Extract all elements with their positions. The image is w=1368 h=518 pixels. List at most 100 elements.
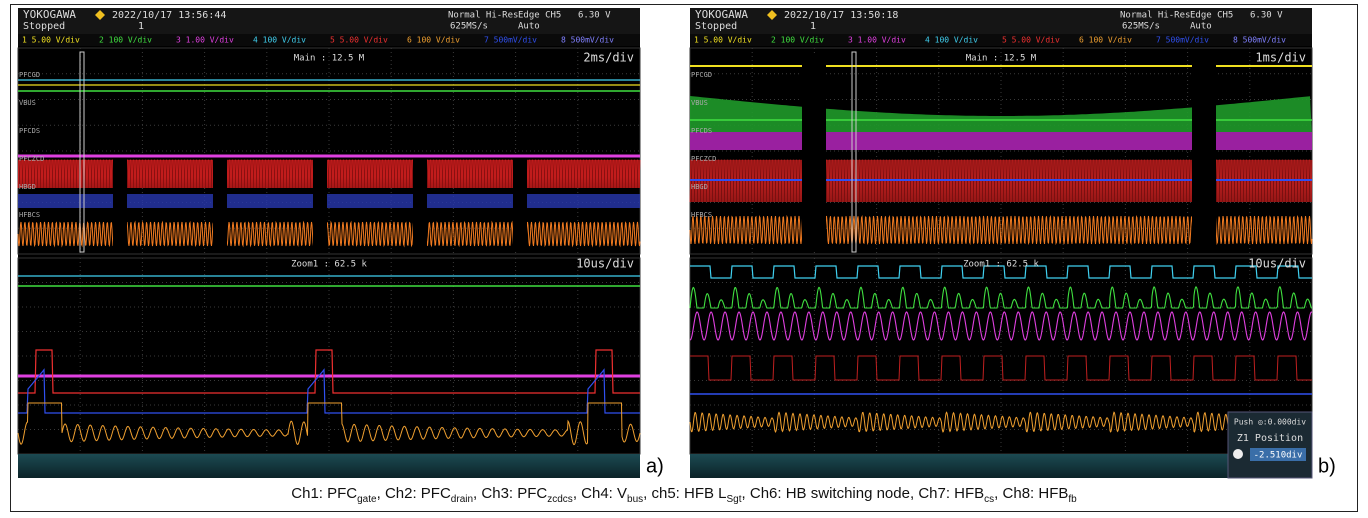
side-label: VBUS	[19, 99, 36, 107]
channel-scale: 1 5.00 V/div	[22, 36, 80, 45]
overlay-value: -2.510div	[1254, 451, 1303, 461]
caption-item: Ch8: HFB	[1002, 485, 1069, 502]
caption-subscript: zcdcs	[547, 494, 573, 505]
caption-separator: ,	[909, 485, 919, 502]
side-label: PFCZCD	[691, 155, 716, 163]
channel-scale: 2 100 V/div	[99, 36, 152, 45]
channel-scale: 8 500mV/div	[1233, 36, 1286, 45]
caption-item: Ch6: HB switching node	[749, 485, 910, 502]
side-label: PFCGD	[691, 71, 712, 79]
state: Stopped	[695, 21, 737, 32]
brand: YOKOGAWA	[695, 8, 748, 21]
header-bg	[18, 8, 640, 34]
waveform-band	[690, 96, 1312, 136]
trigger-level: 6.30 V	[1250, 11, 1283, 21]
overlay-box	[1227, 411, 1313, 479]
waveform-band	[690, 132, 1312, 150]
caption-subscript: drain	[450, 494, 474, 505]
zoom-timebase: 10us/div	[576, 257, 634, 271]
zoom-marker	[851, 51, 857, 253]
side-label: HFBCS	[691, 211, 712, 219]
acq-mode: Normal Hi-Res	[448, 11, 518, 21]
gap	[213, 158, 227, 252]
panel-label: a)	[646, 455, 664, 477]
caption-subscript: cs	[984, 494, 995, 505]
acq-mode: Normal Hi-Res	[1120, 11, 1190, 21]
waveform	[690, 265, 1312, 279]
main-info: Main : 12.5 M	[966, 54, 1037, 64]
overlay-value-bg	[1250, 448, 1306, 461]
caption-subscript: fb	[1068, 494, 1077, 505]
caption-subscript: gate	[357, 494, 377, 505]
caption-item: ch5: HFB L	[651, 485, 727, 502]
zoom-info: Zoom1 : 62.5 k	[291, 260, 367, 270]
datetime: 2022/10/17 13:56:44	[112, 10, 226, 21]
brand-diamond	[767, 10, 777, 20]
caption-item: Ch2: PFC	[384, 485, 451, 502]
channel-scale: 8 500mV/div	[561, 36, 614, 45]
figure-frame	[10, 4, 1358, 512]
main-timebase: 2ms/div	[583, 51, 634, 65]
channel-scale: 6 100 V/div	[1079, 36, 1132, 45]
caption-subscript: Sgt	[726, 494, 742, 505]
scope-screen: YOKOGAWA 2022/10/17 13:56:44 Stopped 1 Norma…	[17, 8, 641, 478]
channel-scale: 7 500mV/div	[1156, 36, 1209, 45]
channel-scale: 7 500mV/div	[484, 36, 537, 45]
overlay-title: Z1 Position	[1237, 433, 1303, 444]
caption-item: Ch4: V	[581, 485, 628, 502]
channel-bar	[18, 34, 640, 46]
header-bg	[690, 8, 1312, 34]
channel-scale: 5 5.00 V/div	[330, 36, 388, 45]
figure: YOKOGAWA 2022/10/17 13:56:44 Stopped 1 Norma…	[17, 8, 1336, 479]
trigger: Edge CH5	[518, 11, 561, 21]
channel-scale: 6 100 V/div	[407, 36, 460, 45]
trigger: Edge CH5	[1190, 11, 1233, 21]
zoom-info: Zoom1 : 62.5 k	[963, 260, 1039, 270]
caption-separator: ,	[376, 485, 385, 502]
overlay-knob	[1233, 449, 1243, 459]
caption-item: Ch3: PFC	[481, 485, 548, 502]
side-label: PFCGD	[19, 71, 40, 79]
overlay-push: Push ◎:0.000div	[1234, 418, 1306, 427]
trigger-mode: Auto	[518, 22, 540, 32]
waveform	[18, 349, 640, 394]
bottom-bar	[690, 454, 1312, 478]
side-label: HBGD	[19, 183, 36, 191]
datetime: 2022/10/17 13:50:18	[784, 10, 898, 21]
caption: Ch1: PFCgate, Ch2: PFCdrain, Ch3: PFCzcd…	[0, 485, 1368, 505]
waveform	[690, 355, 1312, 381]
caption-separator: ,	[994, 485, 1003, 502]
caption-separator: ,	[643, 485, 652, 502]
side-label: HBGD	[691, 183, 708, 191]
main-timebase: 1ms/div	[1255, 51, 1306, 65]
channel-scale: 1 5.00 V/div	[694, 36, 752, 45]
caption-separator: ,	[572, 485, 582, 502]
gap	[313, 158, 327, 252]
side-label: PFCDS	[19, 127, 40, 135]
count: 1	[138, 21, 144, 32]
bottom-bar	[18, 454, 640, 478]
waveform	[689, 411, 1313, 433]
brand: YOKOGAWA	[23, 8, 76, 21]
channel-scale: 5 5.00 V/div	[1002, 36, 1060, 45]
channel-scale: 2 100 V/div	[771, 36, 824, 45]
state: Stopped	[23, 21, 65, 32]
gap	[413, 158, 427, 252]
channel-scale: 4 100 V/div	[925, 36, 978, 45]
side-label: VBUS	[691, 99, 708, 107]
channel-bar	[690, 34, 1312, 46]
waveform-band	[18, 194, 640, 208]
caption-separator: ,	[473, 485, 482, 502]
panel-label: b)	[1318, 455, 1336, 477]
channel-scale: 3 1.00 V/div	[176, 36, 234, 45]
sample-rate: 625MS/s	[1122, 22, 1160, 32]
zoom-timebase: 10us/div	[1248, 257, 1306, 271]
caption-item: Ch7: HFB	[918, 485, 985, 502]
gap	[113, 158, 127, 252]
gap	[513, 158, 527, 252]
trigger-level: 6.30 V	[578, 11, 611, 21]
side-label: HFBCS	[19, 211, 40, 219]
channel-scale: 4 100 V/div	[253, 36, 306, 45]
side-label: PFCDS	[691, 127, 712, 135]
